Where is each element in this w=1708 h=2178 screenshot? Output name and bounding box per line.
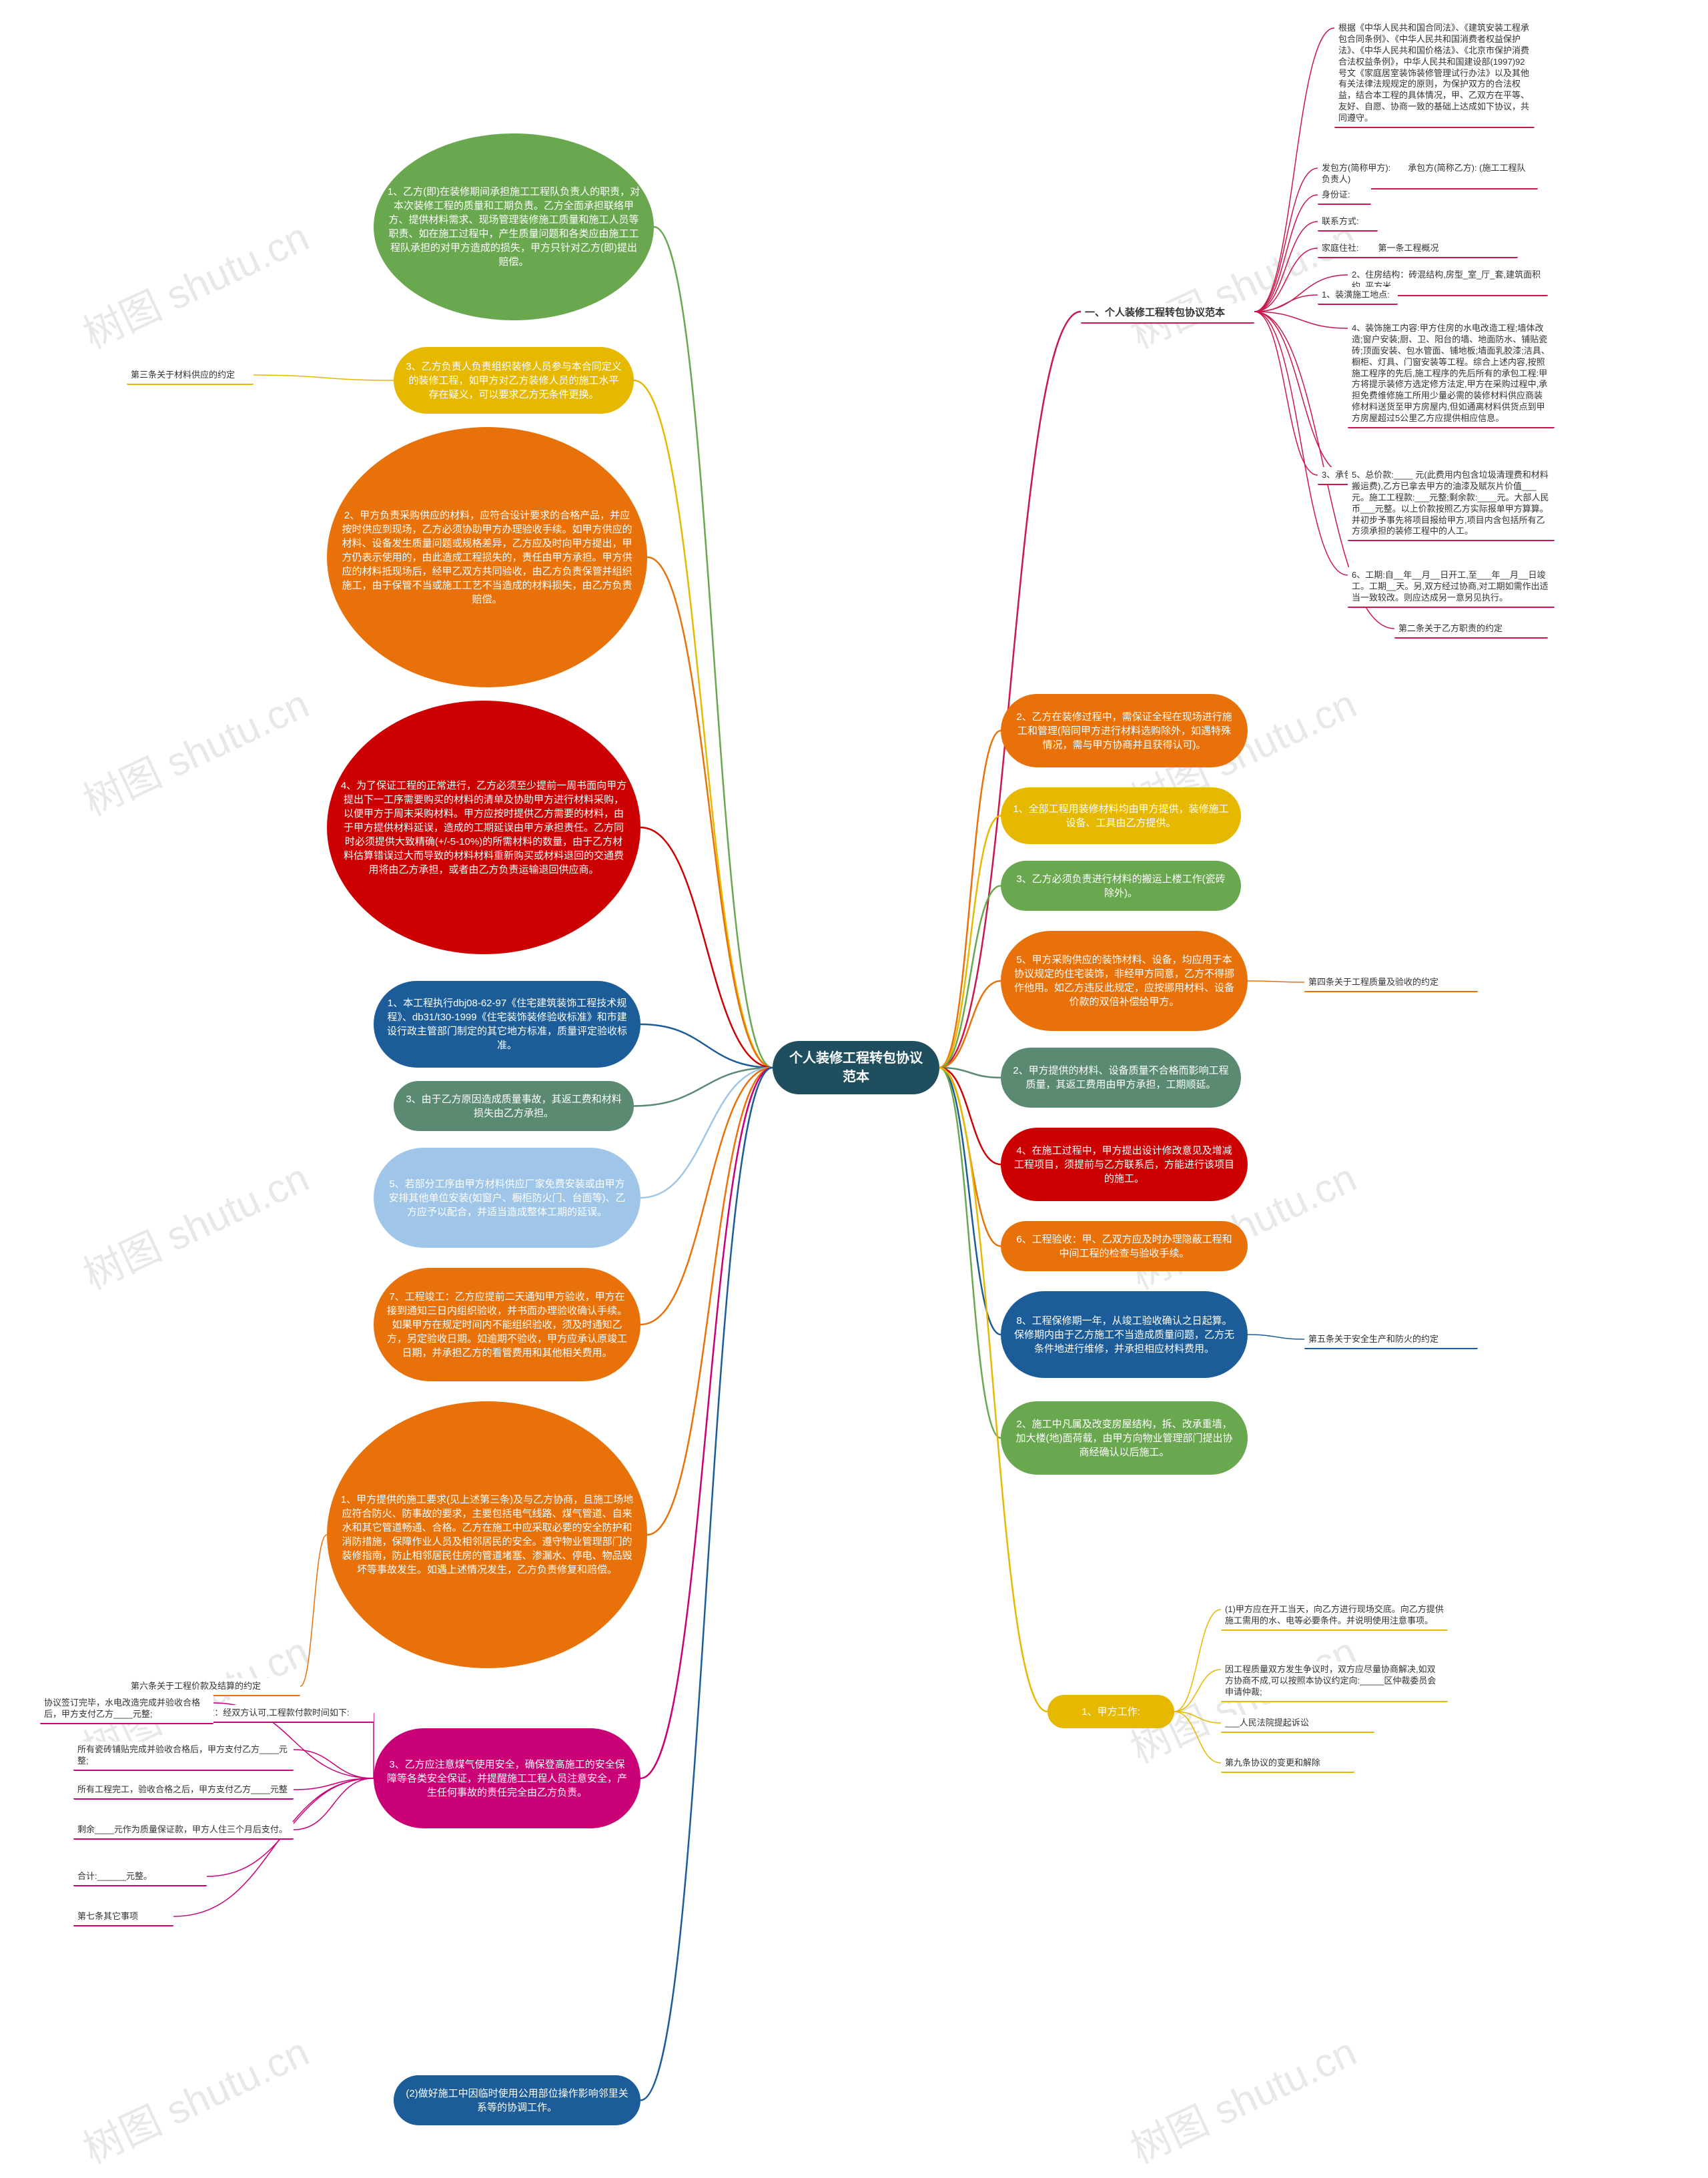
left-branch-node-0: 1、乙方(即)在装修期间承担施工工程队负责人的职责，对本次装修工程的质量和工期负…: [374, 133, 654, 320]
left-branch-node-7: 7、工程竣工：乙方应提前二天通知甲方验收，甲方在接到通知三日内组织验收，并书面办…: [374, 1268, 640, 1381]
left-leaf-9-6: 第七条其它事项: [73, 1908, 173, 1926]
right-leaf-4-0: 第四条关于工程质量及验收的约定: [1304, 974, 1478, 992]
right-branch-node-5: 2、甲方提供的材料、设备质量不合格而影响工程质量，其返工费用由甲方承担，工期顺延…: [1001, 1048, 1241, 1108]
right-branch-node-2: 1、全部工程用装修材料均由甲方提供，装修施工设备、工具由乙方提供。: [1001, 787, 1241, 844]
left-branch-node-2: 2、甲方负责采购供应的材料，应符合设计要求的合格产品，并应按时供应到现场，乙方必…: [327, 427, 647, 687]
left-branch-node-9: 3、乙方应注意煤气使用安全，确保登高施工的安全保障等各类安全保证，并提醒施工工程…: [374, 1728, 640, 1828]
right-leaf-0-9: 5、总价款:____ 元(此费用内包含垃圾清理费和材料搬运费),乙方已拿去甲方的…: [1348, 467, 1555, 541]
left-branch-node-1: 3、乙方负责人负责组织装修人员参与本合同定义的装修工程，如甲方对乙方装修人员的施…: [394, 347, 634, 414]
right-leaf-10-2: ___人民法院提起诉讼: [1221, 1715, 1374, 1733]
right-branch-node-9: 2、施工中凡属及改变房屋结构，拆、改承重墙，加大楼(地)面荷载，由甲方向物业管理…: [1001, 1401, 1248, 1475]
right-branch-node-6: 4、在施工过程中，甲方提出设计修改意见及增减工程项目，须提前与乙方联系后，方能进…: [1001, 1128, 1248, 1201]
right-leaf-10-3: 第九条协议的变更和解除: [1221, 1755, 1354, 1773]
center-node: 个人装修工程转包协议范本: [773, 1041, 939, 1094]
left-branch-node-4: 1、本工程执行dbj08-62-97《住宅建筑装饰工程技术规程》、db31/t3…: [374, 981, 640, 1068]
right-leaf-0-11: 第二条关于乙方职责的约定: [1394, 621, 1548, 639]
left-branch-node-10: (2)做好施工中因临时使用公用部位操作影响邻里关系等的协调工作。: [394, 2075, 640, 2125]
right-branch-node-8: 8、工程保修期一年，从竣工验收确认之日起算。保修期内由于乙方施工不当造成质量问题…: [1001, 1291, 1248, 1378]
left-branch-node-3: 4、为了保证工程的正常进行，乙方必须至少提前一周书面向甲方提出下一工序需要购买的…: [327, 701, 640, 954]
left-branch-node-6: 5、若部分工序由甲方材料供应厂家免费安装或由甲方安排其他单位安装(如窗户、橱柜防…: [374, 1148, 640, 1248]
left-leaf-8-0: 第六条关于工程价款及结算的约定: [127, 1678, 300, 1696]
left-leaf-9-5: 合计:______元整。: [73, 1868, 207, 1886]
left-leaf-9-1: 协议签订完毕，水电改造完成并验收合格后，甲方支付乙方____元整;: [40, 1695, 214, 1724]
right-leaf-10-0: (1)甲方应在开工当天，向乙方进行现场交底。向乙方提供施工需用的水、电等必要条件…: [1221, 1601, 1448, 1631]
right-leaf-10-1: 因工程质量双方发生争议时，双方应尽量协商解决,如双方协商不成,可以按照本协议约定…: [1221, 1662, 1448, 1702]
left-leaf-9-3: 所有工程完工，验收合格之后，甲方支付乙方____元整: [73, 1782, 294, 1800]
right-branch-node-3: 3、乙方必须负责进行材料的搬运上楼工作(瓷砖除外)。: [1001, 861, 1241, 911]
right-leaf-0-1: 发包方(简称甲方): 承包方(简称乙方): (施工工程队负责人): [1318, 160, 1538, 190]
left-leaf-9-4: 剩余____元作为质量保证款，甲方人住三个月后支付。: [73, 1822, 294, 1840]
right-leaf-0-3: 联系方式:: [1318, 214, 1378, 232]
right-label-0: 一、个人装修工程转包协议范本: [1081, 304, 1254, 324]
right-branch-node-10: 1、甲方工作:: [1047, 1695, 1174, 1728]
left-branch-node-8: 1、甲方提供的施工要求(见上述第三条)及与乙方协商，且施工场地应符合防火、防事故…: [327, 1401, 647, 1668]
right-branch-node-1: 2、乙方在装修过程中，需保证全程在现场进行施工和管理(陪同甲方进行材料选购除外，…: [1001, 694, 1248, 767]
right-leaf-0-10: 6、工期:自__年__月__日开工,至___年__月__日竣工。工期__天。另,…: [1348, 567, 1555, 608]
right-leaf-0-0: 根据《中华人民共和国合同法》、《建筑安装工程承包合同条例》、《中华人民共和国消费…: [1334, 20, 1535, 128]
right-branch-node-7: 6、工程验收：甲、乙双方应及时办理隐蔽工程和中间工程的检查与验收手续。: [1001, 1221, 1248, 1271]
left-leaf-9-2: 所有瓷砖铺贴完成并验收合格后，甲方支付乙方____元整;: [73, 1742, 294, 1771]
right-leaf-8-0: 第五条关于安全生产和防火的约定: [1304, 1331, 1478, 1349]
right-leaf-0-7: 4、装饰施工内容:甲方住房的水电改造工程;墙体改造;窗户安装;厨、卫、阳台的墙、…: [1348, 320, 1555, 428]
right-leaf-0-4: 家庭住社: 第一条工程概况: [1318, 240, 1518, 258]
right-leaf-0-2: 身份证:: [1318, 187, 1371, 205]
right-leaf-0-6: 1、装潢施工地点:: [1318, 287, 1398, 305]
left-branch-node-5: 3、由于乙方原因造成质量事故，其返工费和材料损失由乙方承担。: [394, 1081, 634, 1131]
left-leaf-1-0: 第三条关于材料供应的约定: [127, 367, 254, 385]
right-branch-node-4: 5、甲方采购供应的装饰材料、设备，均应用于本协议规定的住宅装饰，非经甲方同意，乙…: [1001, 931, 1248, 1031]
